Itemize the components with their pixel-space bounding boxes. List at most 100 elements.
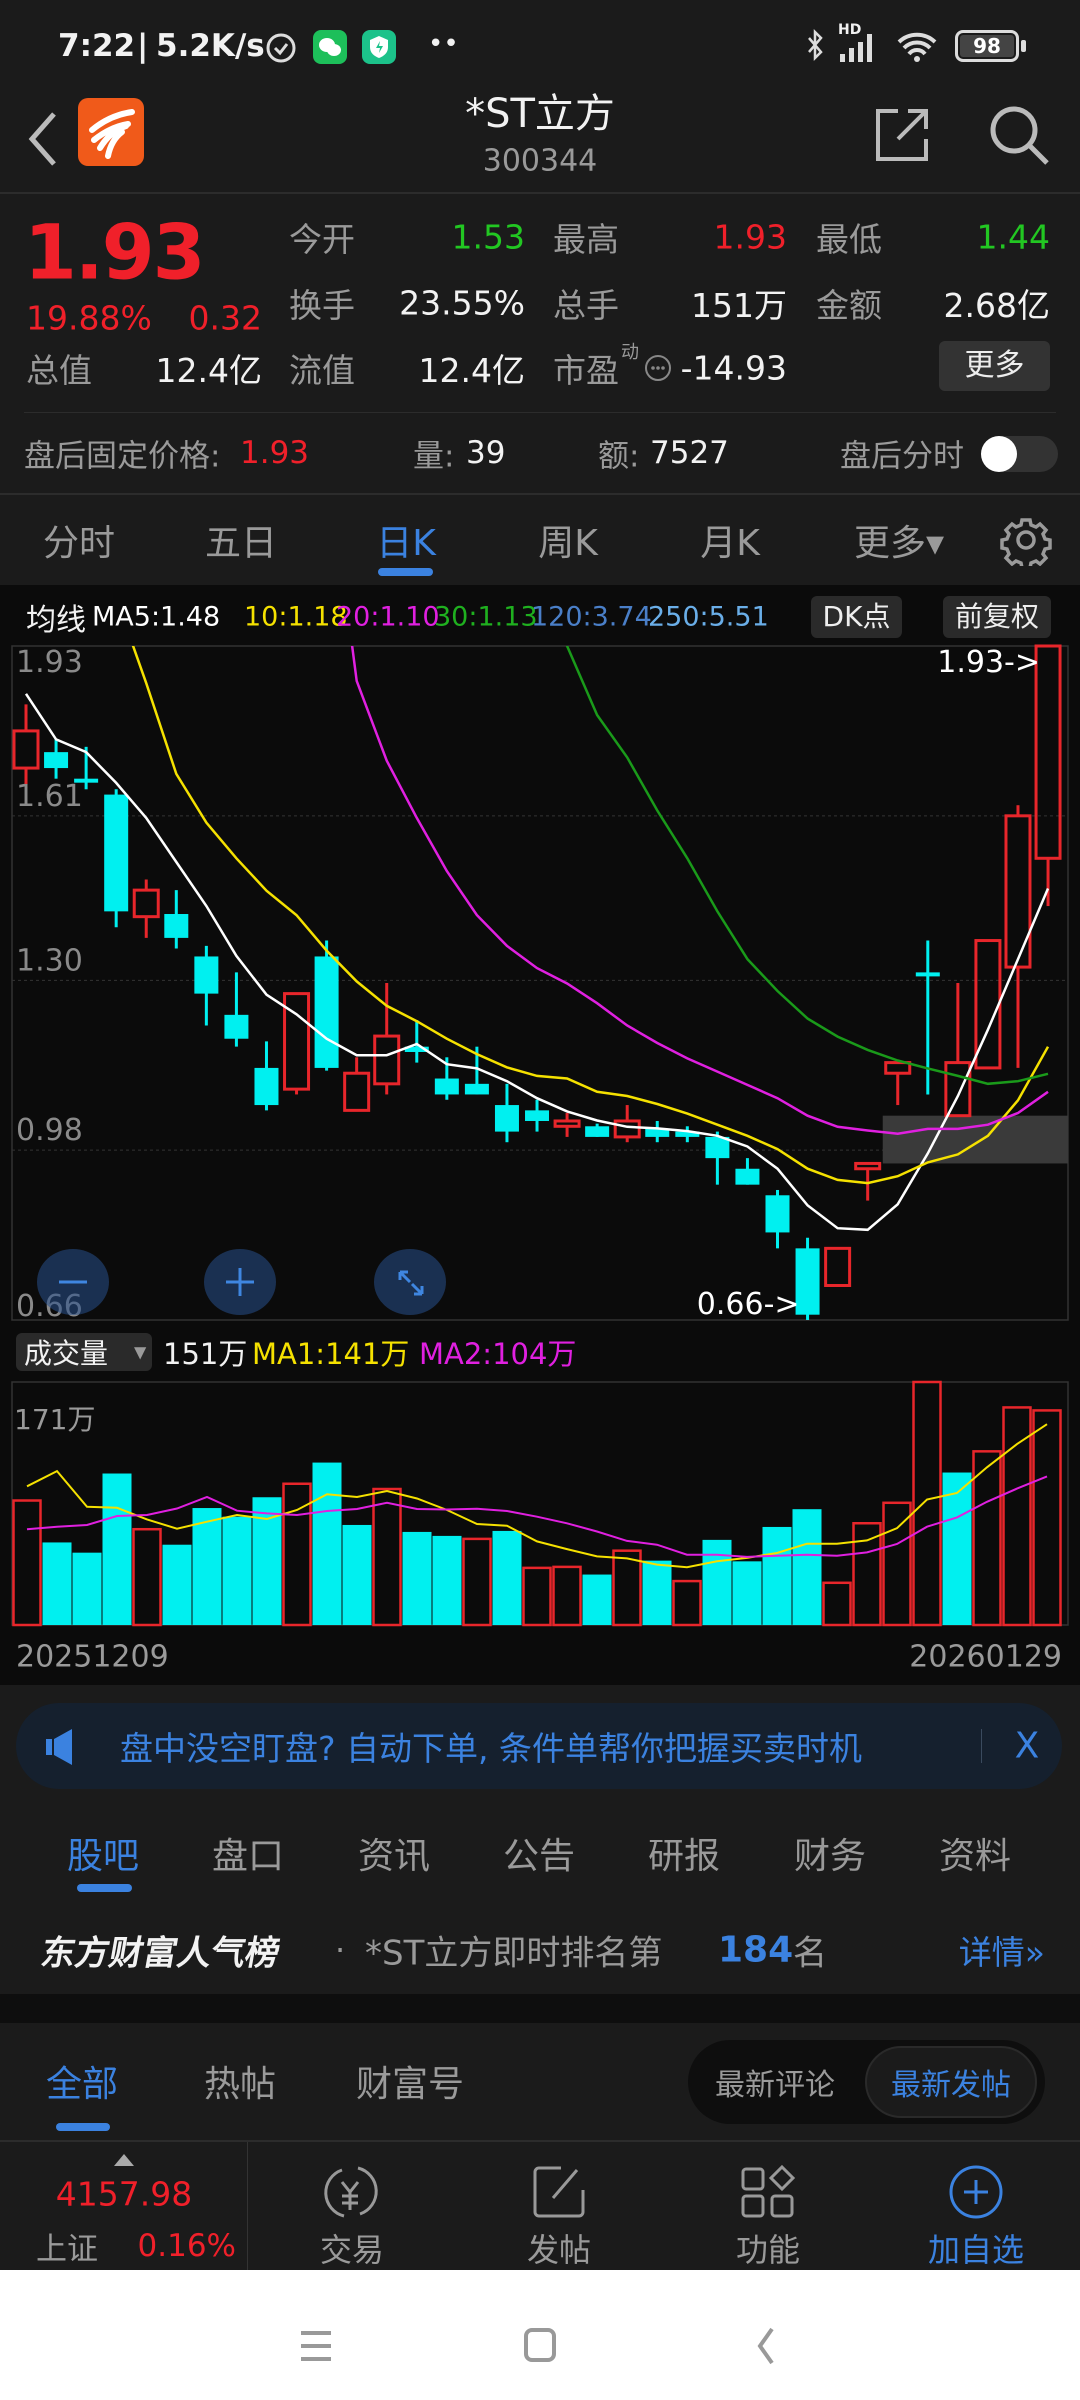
ma30-line: [565, 646, 1049, 1086]
volume-bar: [102, 1473, 132, 1625]
volume-bar: [822, 1581, 852, 1627]
nav-trade[interactable]: 交易: [292, 2142, 412, 2272]
system-back-icon[interactable]: [756, 2327, 776, 2365]
zoom-in-button[interactable]: [204, 1249, 276, 1315]
status-time: 7:22: [58, 28, 136, 64]
rank-detail-link[interactable]: 详情»: [958, 1933, 1045, 1972]
high-label: 最高: [553, 220, 619, 259]
candle-body: [884, 1061, 912, 1075]
volume-bar: [792, 1509, 822, 1625]
candle: [494, 1083, 519, 1143]
index-ticker[interactable]: 4157.98 上证 0.16%: [0, 2142, 248, 2270]
tab-guba[interactable]: 股吧: [66, 1836, 140, 1877]
ma-legend-title: 均线: [26, 603, 86, 638]
sort-latest-comment[interactable]: 最新评论: [715, 2068, 835, 2103]
tab-all[interactable]: 全部: [45, 2064, 119, 2105]
tab-intraday[interactable]: 分时: [42, 523, 116, 564]
info-more-icon[interactable]: [644, 354, 672, 382]
tab-caifuhao[interactable]: 财富号: [355, 2064, 465, 2105]
battery-icon: 98: [955, 30, 1019, 62]
price-adjust-button[interactable]: 前复权: [943, 596, 1051, 638]
tab-research[interactable]: 研报: [647, 1836, 721, 1877]
rank-number: 184: [718, 1929, 794, 1971]
index-name: 上证: [36, 2231, 98, 2268]
banner-close-button[interactable]: X: [1014, 1725, 1040, 1767]
candle: [224, 972, 249, 1047]
volume-ma2-line: [26, 1475, 1048, 1558]
sort-latest-post[interactable]: 最新发帖: [865, 2046, 1037, 2118]
divider: [0, 192, 1080, 194]
candle: [645, 1120, 670, 1143]
volume-bar: [42, 1542, 72, 1625]
volume-bar: [342, 1524, 372, 1625]
more-quote-button[interactable]: 更多: [939, 341, 1050, 391]
volume-bar: [282, 1482, 312, 1627]
candle-body: [314, 956, 339, 1068]
market-cap-label: 总值: [26, 351, 92, 390]
candle: [404, 1020, 429, 1063]
search-icon[interactable]: [988, 104, 1050, 166]
candle: [283, 992, 311, 1095]
tab-order-book[interactable]: 盘口: [211, 1836, 285, 1877]
ma250-value: 250:5.51: [648, 601, 769, 633]
volume-bar: [372, 1487, 402, 1627]
candle-body: [675, 1131, 700, 1137]
tab-news[interactable]: 资讯: [357, 1836, 431, 1877]
candle: [1034, 644, 1062, 907]
volume-bar: [612, 1549, 642, 1627]
dk-point-button[interactable]: DK点: [811, 596, 902, 638]
volume-chart[interactable]: [0, 1380, 1080, 1630]
candle-body: [944, 1061, 972, 1118]
volume-ma2: MA2:104万: [419, 1337, 577, 1371]
security-shield-icon: [362, 30, 396, 64]
candle: [314, 940, 339, 1071]
app-header: *ST立方 300344: [0, 91, 1080, 192]
nav-post-label: 发帖: [526, 2231, 591, 2269]
settings-gear-icon[interactable]: [1000, 514, 1052, 566]
turnover-value: 23.55%: [399, 283, 525, 323]
fullscreen-button[interactable]: [374, 1249, 446, 1315]
nav-post[interactable]: 发帖: [499, 2142, 619, 2272]
stock-name: *ST立方: [465, 91, 615, 137]
tab-profile[interactable]: 资料: [938, 1836, 1012, 1877]
candlestick-chart[interactable]: 1.931.611.300.980.661.93->0.66->: [0, 640, 1080, 1330]
volume-bar: [582, 1574, 612, 1625]
tab-financials[interactable]: 财务: [793, 1836, 867, 1877]
wechat-icon: [313, 30, 347, 64]
promo-banner[interactable]: 盘中没空盯盘? 自动下单, 条件单帮你把握买卖时机 X: [16, 1703, 1062, 1789]
tab-weekly-k[interactable]: 周K: [538, 523, 598, 564]
speaker-icon: [46, 1729, 72, 1765]
home-icon[interactable]: [524, 2328, 556, 2362]
zoom-out-button[interactable]: [37, 1249, 109, 1315]
candle-body: [735, 1168, 760, 1185]
app-logo[interactable]: [78, 98, 144, 166]
tab-monthly-k[interactable]: 月K: [700, 523, 760, 564]
candle-body: [525, 1110, 550, 1121]
ma20-value: 20:1.10: [336, 601, 440, 633]
tab-daily-k[interactable]: 日K: [376, 523, 436, 564]
volume-bar: [132, 1527, 162, 1627]
active-tab-indicator: [77, 1884, 132, 1892]
rank-title: 东方财富人气榜: [37, 1933, 283, 1974]
share-icon[interactable]: [874, 107, 930, 163]
candle: [824, 1246, 852, 1288]
candle: [585, 1123, 610, 1137]
volume-bar: [12, 1499, 42, 1627]
tab-five-day[interactable]: 五日: [204, 523, 278, 564]
tab-more[interactable]: 更多▾: [853, 523, 945, 564]
recent-apps-icon[interactable]: [301, 2330, 331, 2362]
nav-add-watchlist[interactable]: 加自选: [916, 2142, 1036, 2272]
y-tick-label: 1.30: [16, 943, 83, 978]
tab-announcements[interactable]: 公告: [502, 1836, 576, 1877]
tab-hot-posts[interactable]: 热帖: [203, 2064, 277, 2105]
y-tick-label: 1.61: [16, 779, 83, 814]
popularity-rank-row[interactable]: 东方财富人气榜 · *ST立方即时排名第 184 名 详情»: [0, 1898, 1080, 1994]
dropdown-arrow-icon: ▼: [134, 1342, 147, 1362]
nav-functions[interactable]: 功能: [708, 2142, 828, 2272]
indicator-selector[interactable]: 成交量 ▼: [16, 1333, 152, 1371]
signal-icon: [840, 34, 872, 62]
back-arrow-icon[interactable]: [26, 110, 60, 168]
end-date-label: 20260129: [909, 1639, 1062, 1675]
after-hours-toggle[interactable]: [981, 436, 1058, 472]
divider: [24, 412, 1056, 413]
